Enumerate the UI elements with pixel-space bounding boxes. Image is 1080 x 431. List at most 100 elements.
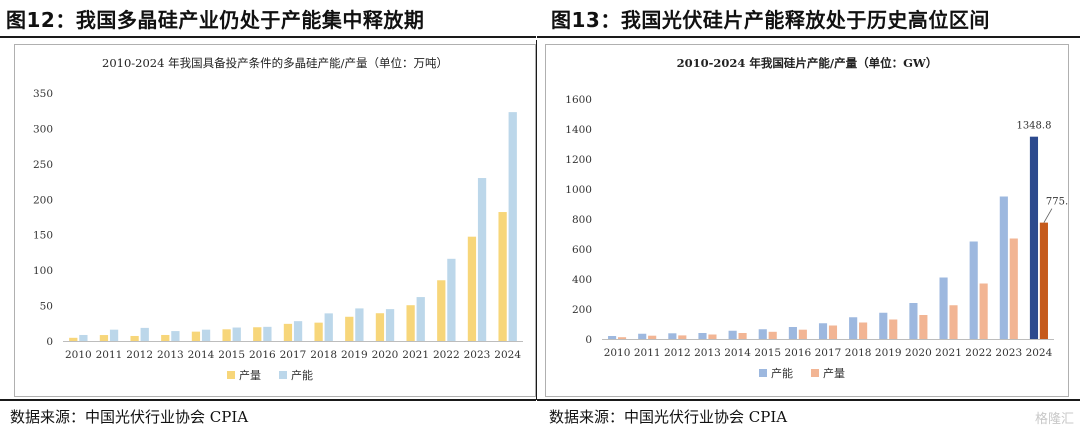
bar-b-2020 <box>919 315 928 339</box>
figure-13-title: 图13：我国光伏硅片产能释放处于历史高位区间 <box>551 8 990 32</box>
bar-b-2016 <box>263 326 272 341</box>
bar-b-2023 <box>477 178 487 341</box>
bar-b-2014 <box>201 329 211 341</box>
bar-a-2022 <box>437 280 446 341</box>
bar-a-2011 <box>638 333 647 339</box>
x-tick-label: 2017 <box>815 347 842 359</box>
bar-a-2023 <box>467 236 477 341</box>
bar-b-2021 <box>949 305 958 339</box>
bar-a-2021 <box>406 305 415 341</box>
wafer-chart-svg: 2010-2024 年我国硅片产能/产量（单位：GW） 0 200 400 600 800… <box>565 56 1068 380</box>
bar-a-2021 <box>939 277 948 339</box>
y-tick-label: 400 <box>572 274 592 286</box>
x-tick-label: 2021 <box>935 347 962 359</box>
x-tick-label: 2018 <box>310 349 337 361</box>
data-label-capacity-2024: 1348.8 <box>1016 121 1051 132</box>
x-tick-label: 2017 <box>280 349 307 361</box>
bar-a-2023 <box>999 196 1008 339</box>
bar-a-2012 <box>668 333 677 339</box>
x-tick-label: 2013 <box>157 349 184 361</box>
polysilicon-chart-svg: 2010-2024 年我国具备投产条件的多晶硅产能/产量（单位：万吨） 0 50 10… <box>33 56 523 382</box>
bar-a-2017 <box>818 323 828 339</box>
y-tick-label: 300 <box>33 123 53 135</box>
y-tick-label: 1600 <box>565 94 592 106</box>
y-tick-label: 350 <box>33 88 53 100</box>
bar-b-2022 <box>447 258 456 341</box>
bar-a-2013 <box>161 334 170 341</box>
y-tick-label: 200 <box>572 304 592 316</box>
chart-title: 2010-2024 年我国硅片产能/产量（单位：GW） <box>677 56 938 70</box>
watermark-logo: 格隆汇 <box>1034 412 1074 427</box>
polysilicon-chart: 2010-2024 年我国具备投产条件的多晶硅产能/产量（单位：万吨） 0 50 10… <box>14 44 536 397</box>
figure-13-panel: 图13：我国光伏硅片产能释放处于历史高位区间 2010-2024 年我国硅片产能… <box>537 0 1080 431</box>
bar-b-2010 <box>79 334 88 341</box>
x-tick-label: 2023 <box>464 349 491 361</box>
legend-swatch <box>811 369 819 377</box>
bar-a-2020 <box>909 303 918 339</box>
wafer-chart: 2010-2024 年我国硅片产能/产量（单位：GW） 0 200 400 600 800… <box>545 44 1069 397</box>
x-tick-label: 2019 <box>341 349 368 361</box>
bar-b-2017 <box>828 325 838 339</box>
bar-a-2017 <box>283 323 293 341</box>
bar-a-2024 <box>1029 136 1039 339</box>
legend-swatch <box>759 369 767 377</box>
bar-b-2012 <box>140 327 149 341</box>
x-tick-label: 2020 <box>372 349 399 361</box>
y-tick-label: 1400 <box>565 124 592 136</box>
bar-a-2015 <box>758 329 767 339</box>
bar-a-2016 <box>253 327 262 341</box>
legend-label: 产量 <box>823 366 845 380</box>
x-tick-label: 2012 <box>664 347 691 359</box>
legend-label: 产能 <box>291 368 313 382</box>
bar-a-2014 <box>191 331 201 341</box>
legend-label: 产量 <box>239 368 261 382</box>
y-tick-label: 0 <box>585 334 592 346</box>
bar-a-2024 <box>498 212 507 341</box>
y-tick-label: 100 <box>33 265 53 277</box>
bar-b-2013 <box>708 334 717 339</box>
bar-b-2011 <box>648 335 657 339</box>
bar-a-2020 <box>375 313 385 341</box>
bar-b-2024 <box>1039 222 1048 339</box>
bar-b-2024 <box>508 112 517 341</box>
legend-swatch <box>279 371 287 379</box>
x-tick-label: 2012 <box>126 349 153 361</box>
bar-b-2018 <box>859 322 868 339</box>
bar-a-2019 <box>345 316 354 341</box>
data-label-leader <box>1043 208 1053 223</box>
x-tick-label: 2024 <box>494 349 521 361</box>
legend-label: 产能 <box>771 366 793 380</box>
bottom-rule <box>537 399 1080 401</box>
x-tick-label: 2024 <box>1026 347 1053 359</box>
y-tick-label: 0 <box>46 336 53 348</box>
x-tick-label: 2022 <box>433 349 460 361</box>
bar-b-2019 <box>889 319 898 339</box>
x-tick-label: 2010 <box>604 347 631 359</box>
x-tick-label: 2013 <box>694 347 721 359</box>
bar-b-2019 <box>355 308 364 341</box>
x-tick-label: 2016 <box>784 347 811 359</box>
y-tick-label: 50 <box>40 301 53 313</box>
bar-a-2019 <box>879 312 888 339</box>
bar-b-2012 <box>678 335 687 339</box>
y-tick-label: 800 <box>572 214 592 226</box>
x-tick-label: 2015 <box>218 349 245 361</box>
y-tick-label: 1000 <box>565 184 592 196</box>
bar-a-2015 <box>222 329 231 341</box>
bar-b-2016 <box>798 329 807 339</box>
bar-a-2022 <box>969 241 978 339</box>
figure-12-panel: 图12：我国多晶硅产业仍处于产能集中释放期 2010-2024 年我国具备投产条… <box>0 0 536 431</box>
bar-b-2011 <box>109 329 119 341</box>
bar-a-2018 <box>314 322 323 341</box>
bar-b-2022 <box>979 283 988 339</box>
bar-a-2014 <box>728 330 737 339</box>
bar-b-2018 <box>324 313 333 341</box>
y-tick-label: 250 <box>33 159 53 171</box>
bar-b-2014 <box>738 333 747 339</box>
x-tick-label: 2019 <box>875 347 902 359</box>
bar-a-2012 <box>130 335 139 341</box>
y-tick-label: 200 <box>33 194 53 206</box>
bar-b-2013 <box>171 331 180 341</box>
bar-b-2023 <box>1009 238 1018 339</box>
x-tick-label: 2018 <box>845 347 872 359</box>
